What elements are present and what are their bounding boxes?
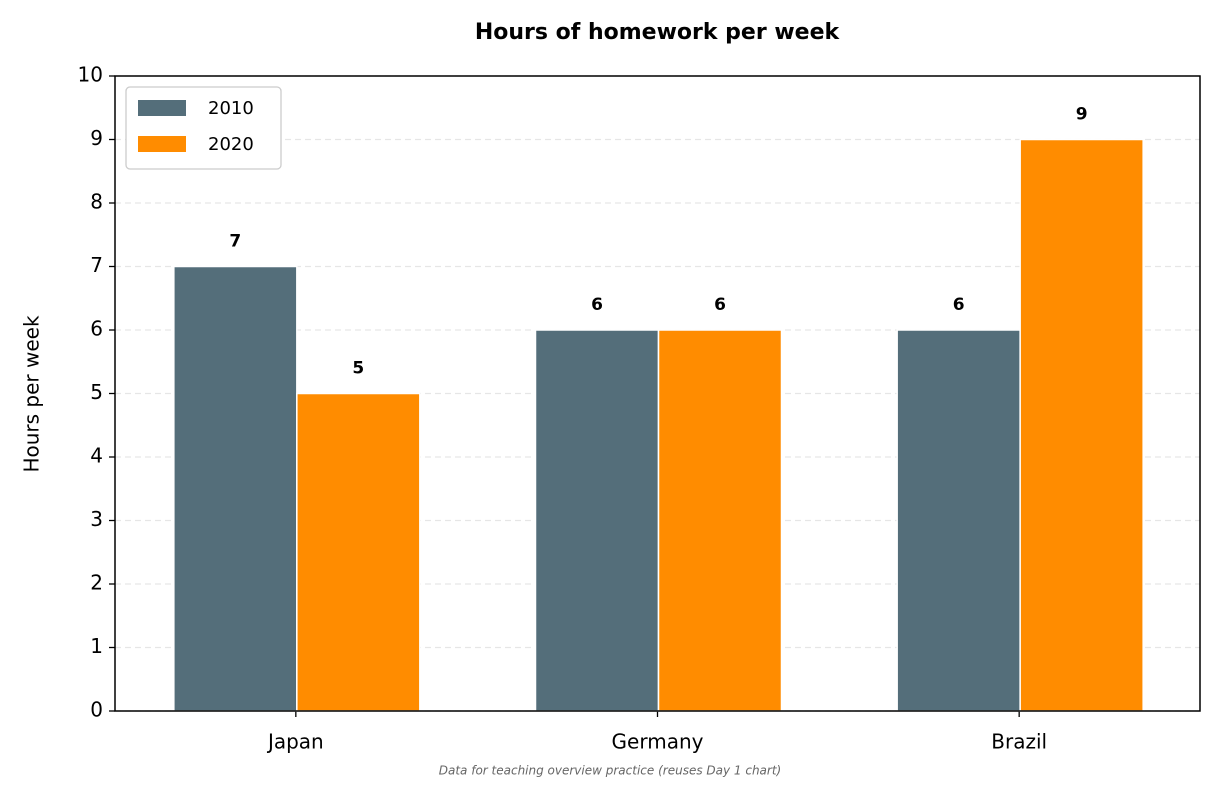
y-tick-label: 1 bbox=[90, 634, 103, 658]
value-label: 6 bbox=[953, 295, 965, 315]
chart-title: Hours of homework per week bbox=[475, 20, 841, 45]
y-tick-label: 3 bbox=[90, 507, 103, 531]
bar bbox=[657, 329, 783, 712]
legend-swatch bbox=[138, 100, 186, 116]
y-tick-label: 7 bbox=[90, 253, 103, 277]
x-tick-label: Brazil bbox=[991, 730, 1047, 754]
y-tick-label: 10 bbox=[78, 63, 103, 87]
y-tick-label: 5 bbox=[90, 380, 103, 404]
x-tick-label: Germany bbox=[612, 730, 704, 754]
y-tick-label: 6 bbox=[90, 317, 103, 341]
bar bbox=[296, 392, 421, 712]
y-tick-label: 8 bbox=[90, 190, 103, 214]
bar bbox=[534, 329, 660, 712]
value-label: 6 bbox=[591, 295, 603, 315]
y-tick-label: 4 bbox=[90, 444, 103, 468]
bar bbox=[173, 265, 298, 712]
y-axis-label: Hours per week bbox=[20, 315, 44, 472]
legend-label: 2020 bbox=[208, 134, 254, 155]
bar bbox=[896, 329, 1021, 712]
legend-label: 2010 bbox=[208, 98, 254, 119]
value-label: 7 bbox=[229, 232, 241, 252]
plot-frame bbox=[114, 75, 1201, 712]
legend-box bbox=[125, 86, 282, 170]
y-tick-label: 0 bbox=[90, 698, 103, 722]
y-tick-label: 2 bbox=[90, 571, 103, 595]
caption: Data for teaching overview practice (reu… bbox=[439, 764, 781, 778]
legend-swatch bbox=[138, 136, 186, 152]
value-label: 6 bbox=[714, 295, 726, 315]
value-label: 5 bbox=[352, 359, 364, 379]
bar bbox=[1019, 138, 1144, 712]
x-tick-label: Japan bbox=[266, 730, 324, 754]
y-tick-label: 9 bbox=[90, 126, 103, 150]
value-label: 9 bbox=[1076, 105, 1088, 125]
